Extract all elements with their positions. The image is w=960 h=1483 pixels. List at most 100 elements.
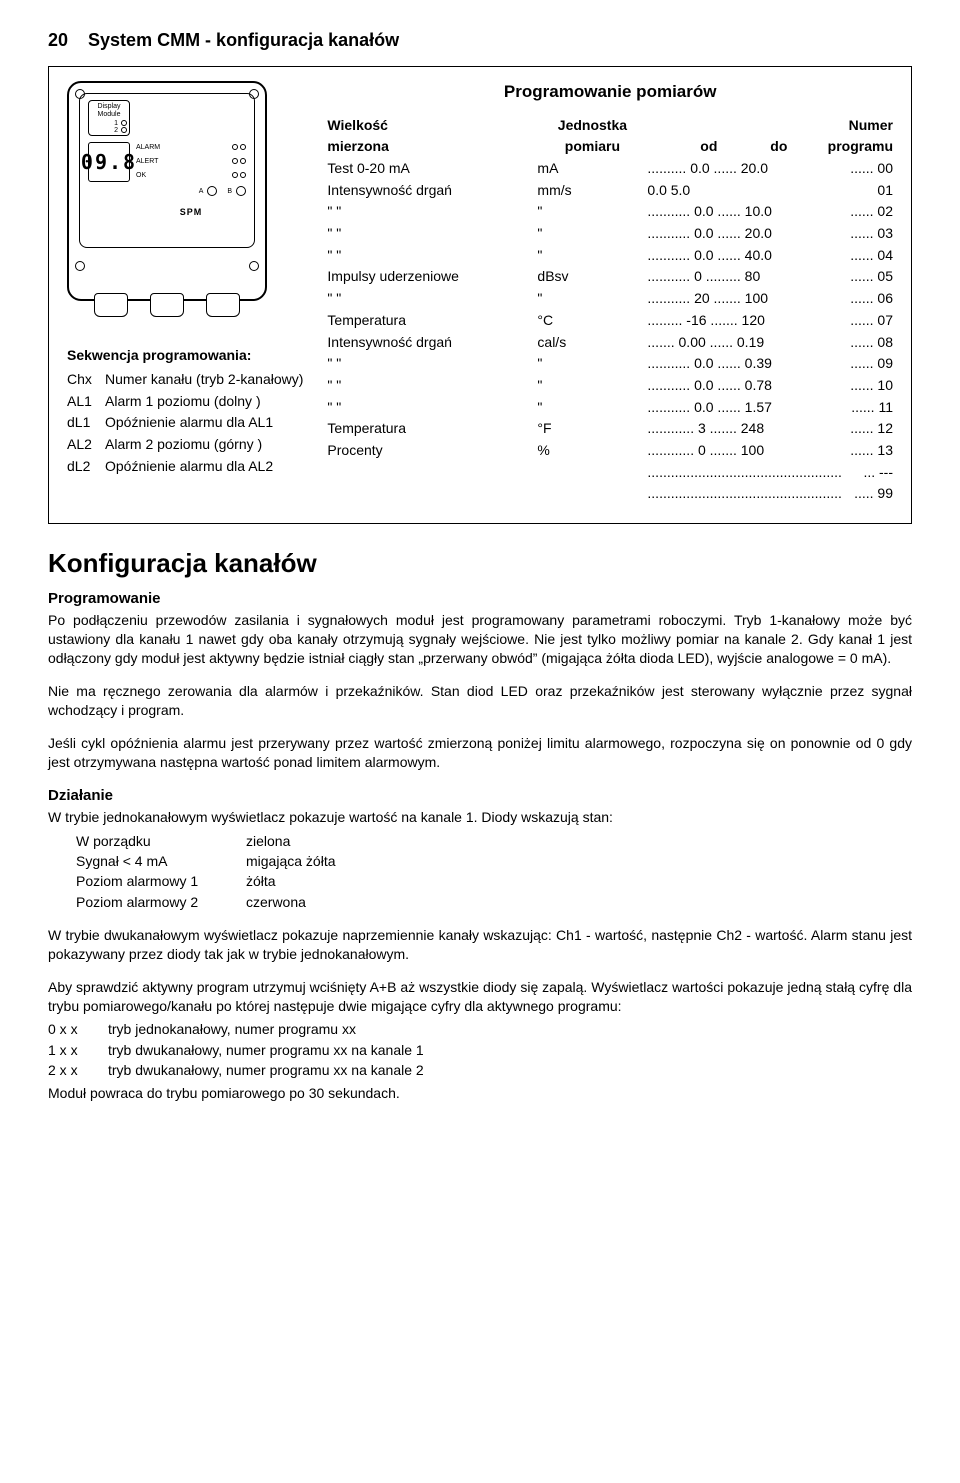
cell-range: ........... 0.0 ...... 1.57 (647, 397, 787, 419)
table-row: Temperatura°F............ 3 ....... 248.… (327, 418, 893, 440)
cell-prognum: 01 (787, 180, 893, 202)
list-item: 1 x xtryb dwukanałowy, numer programu xx… (48, 1040, 912, 1060)
cell-range: .......... 0.0 ...... 20.0 (647, 158, 787, 180)
cell-prognum: ...... 04 (787, 245, 893, 267)
paragraph: W trybie dwukanałowym wyświetlacz pokazu… (48, 926, 912, 964)
cell-unit (537, 483, 647, 505)
hdr-from: od (700, 138, 717, 154)
cell-prognum: ...... 08 (787, 332, 893, 354)
cell-name: " " (327, 223, 537, 245)
cell-unit: " (537, 245, 647, 267)
list-item: Poziom alarmowy 2czerwona (76, 892, 912, 912)
page-number: 20 (48, 28, 68, 52)
table-row: " ""........... 0.0 ...... 0.39...... 09 (327, 353, 893, 375)
seq-code: dL1 (67, 412, 105, 434)
device-drawing: Display Module 1 2 09.8 ALARM (67, 81, 267, 301)
cell-name: Test 0-20 mA (327, 158, 537, 180)
led-icon (121, 120, 127, 126)
programming-box: Display Module 1 2 09.8 ALARM (48, 66, 912, 524)
page-title: System CMM - konfiguracja kanałów (88, 28, 399, 52)
cell-name: " " (327, 375, 537, 397)
brand-label: SPM (136, 206, 246, 218)
ok-label: OK (136, 171, 146, 180)
cell-prognum: ...... 09 (787, 353, 893, 375)
cell-unit: " (537, 353, 647, 375)
led-state-list: W porządkuzielonaSygnał < 4 mAmigająca ż… (76, 831, 912, 912)
cell-unit: " (537, 223, 647, 245)
mode-value: tryb dwukanałowy, numer programu xx na k… (108, 1040, 424, 1060)
cell-name: " " (327, 353, 537, 375)
cell-range: ........... 0.0 ...... 0.78 (647, 375, 787, 397)
led-icon (232, 172, 238, 178)
cell-prognum: ...... 07 (787, 310, 893, 332)
seq-code: AL2 (67, 434, 105, 456)
led-icon (240, 158, 246, 164)
table-row: " ""........... 0.0 ...... 20.0...... 03 (327, 223, 893, 245)
hdr-prog2: programu (828, 138, 893, 154)
state-value: zielona (246, 831, 290, 851)
programming-sequence: Sekwencja programowania: ChxNumer kanału… (67, 345, 303, 477)
hdr-to: do (770, 138, 787, 154)
list-item: 0 x xtryb jednokanałowy, numer programu … (48, 1019, 912, 1039)
table-row: Intensywność drgańcal/s....... 0.00 ....… (327, 332, 893, 354)
seq-text: Alarm 1 poziomu (dolny ) (105, 393, 261, 409)
ch-label: 1 (114, 120, 118, 128)
main-heading: Konfiguracja kanałów (48, 546, 912, 581)
cell-name: " " (327, 288, 537, 310)
table-header2: mierzona pomiaru od do programu (327, 137, 893, 156)
table-row: Impulsy uderzeniowedBsv........... 0 ...… (327, 266, 893, 288)
cell-unit: mA (537, 158, 647, 180)
mode-key: 1 x x (48, 1040, 108, 1060)
alarm-label: ALARM (136, 143, 160, 152)
table-row: " ""........... 0.0 ...... 10.0...... 02 (327, 201, 893, 223)
cell-range: ....... 0.00 ...... 0.19 (647, 332, 787, 354)
screw-icon (249, 89, 259, 99)
paragraph: Jeśli cykl opóźnienia alarmu jest przery… (48, 734, 912, 772)
measurement-table-title: Programowanie pomiarów (327, 81, 893, 104)
state-key: Sygnał < 4 mA (76, 851, 246, 871)
list-item: Poziom alarmowy 1żółta (76, 871, 912, 891)
cell-name: " " (327, 245, 537, 267)
table-row: " ""........... 0.0 ...... 0.78...... 10 (327, 375, 893, 397)
cell-unit: mm/s (537, 180, 647, 202)
seq-text: Alarm 2 poziomu (górny ) (105, 436, 262, 452)
cell-name: Intensywność drgań (327, 332, 537, 354)
screw-icon (75, 261, 85, 271)
cell-name: Procenty (327, 440, 537, 462)
cell-name (327, 462, 537, 484)
mode-value: tryb jednokanałowy, numer programu xx (108, 1019, 356, 1039)
cell-unit: % (537, 440, 647, 462)
cell-prognum: ...... 03 (787, 223, 893, 245)
table-row: Test 0-20 mAmA.......... 0.0 ...... 20.0… (327, 158, 893, 180)
cell-unit (537, 462, 647, 484)
cell-unit: °F (537, 418, 647, 440)
mode-list: 0 x xtryb jednokanałowy, numer programu … (48, 1019, 912, 1080)
seq-code: AL1 (67, 391, 105, 413)
paragraph: Po podłączeniu przewodów zasilania i syg… (48, 611, 912, 668)
cell-prognum: ... --- (787, 462, 893, 484)
cell-range: ........... 0.0 ...... 0.39 (647, 353, 787, 375)
programming-subheading: Programowanie (48, 589, 912, 609)
cell-unit: " (537, 288, 647, 310)
measurement-table: Programowanie pomiarów Wielkość Jednostk… (327, 81, 893, 505)
table-row: " ""........... 0.0 ...... 1.57...... 11 (327, 397, 893, 419)
seq-text: Opóźnienie alarmu dla AL2 (105, 458, 273, 474)
list-item: 2 x xtryb dwukanałowy, numer programu xx… (48, 1060, 912, 1080)
led-icon (240, 144, 246, 150)
screw-icon (249, 261, 259, 271)
state-key: Poziom alarmowy 1 (76, 871, 246, 891)
btn-a-label: A (199, 187, 204, 196)
btn-b-label: B (227, 187, 232, 196)
operation-subheading: Działanie (48, 786, 912, 806)
button-icon (207, 186, 217, 196)
display-module-text: Display Module (98, 103, 121, 118)
cell-unit: dBsv (537, 266, 647, 288)
button-icon (236, 186, 246, 196)
cell-name: Impulsy uderzeniowe (327, 266, 537, 288)
cell-prognum: ...... 06 (787, 288, 893, 310)
table-row: Procenty%............ 0 ....... 100.....… (327, 440, 893, 462)
seven-segment-display: 09.8 (88, 142, 130, 182)
list-item: Sygnał < 4 mAmigająca żółta (76, 851, 912, 871)
cell-prognum: ...... 05 (787, 266, 893, 288)
cell-name: " " (327, 397, 537, 419)
